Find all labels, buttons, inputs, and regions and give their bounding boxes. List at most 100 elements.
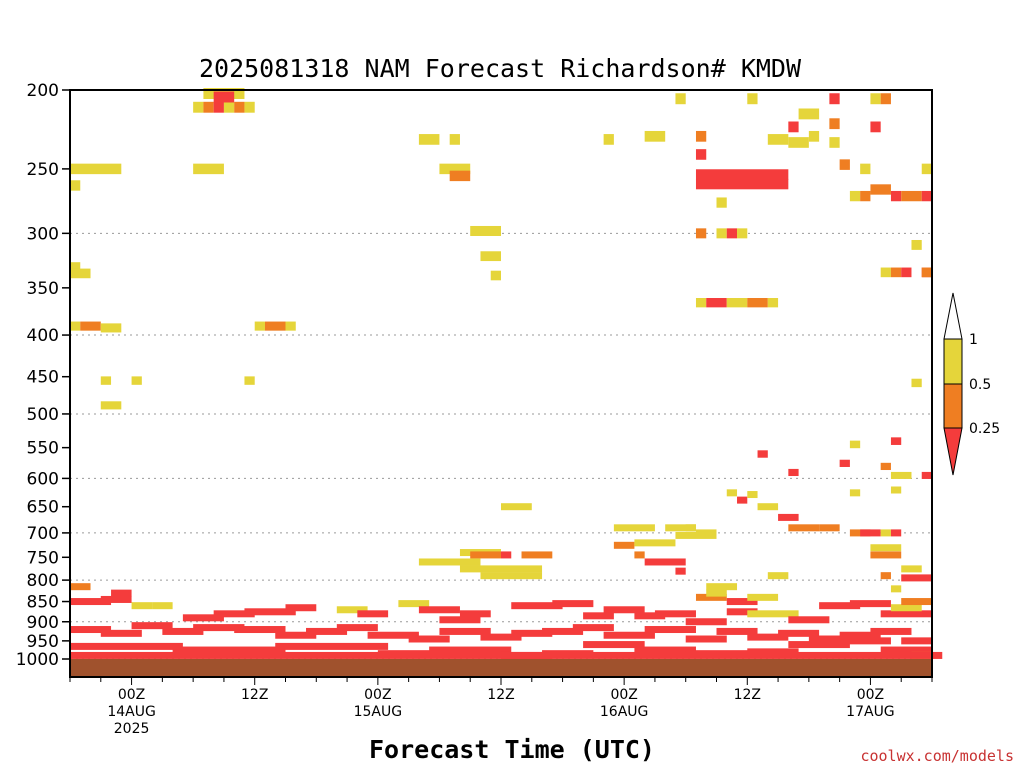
x-tick-label-54-1: 16AUG [600, 704, 649, 720]
ri-cell-100 [880, 572, 891, 580]
ri-cell-57 [480, 251, 501, 262]
richardson-cells [70, 88, 943, 659]
x-tick-label-30-0: 00Z [364, 687, 391, 703]
y-tick-label-750: 750 [27, 548, 59, 568]
ri-cell-143 [552, 600, 594, 608]
ri-cell-178 [778, 629, 820, 637]
ri-cell-15 [603, 134, 614, 145]
ri-cell-18 [695, 130, 707, 142]
ri-cell-163 [275, 631, 317, 639]
ri-cell-99 [901, 574, 932, 582]
ri-cell-174 [644, 626, 696, 634]
ri-cell-84 [849, 489, 861, 497]
ri-cell-75 [890, 437, 902, 445]
ri-cell-194 [788, 641, 850, 649]
ri-cell-34 [860, 163, 871, 175]
ri-cell-152 [819, 602, 861, 610]
chart-title: 2025081318 NAM Forecast Richardson# KMDW [199, 54, 802, 83]
ri-cell-69 [890, 267, 902, 278]
ri-cell-149 [726, 608, 758, 616]
ri-cell-193 [747, 648, 799, 656]
ri-cell-19 [695, 149, 707, 160]
ri-cell-130 [131, 602, 153, 610]
ri-cell-1 [203, 101, 214, 113]
ri-cell-162 [234, 626, 286, 634]
ri-cell-83 [890, 486, 902, 494]
legend-swatch-025-05 [943, 383, 963, 429]
y-axis: 200 250 300 350 400 450 500 550 600 650 700 750 8008… [16, 81, 70, 670]
ri-cell-102 [613, 524, 655, 532]
ri-cell-40 [890, 190, 902, 202]
ri-cell-67 [767, 298, 779, 308]
ri-cell-52 [100, 376, 112, 385]
y-tick-label-400: 400 [27, 326, 59, 346]
x-tick-label-78-1: 17AUG [846, 704, 895, 720]
ri-cell-2 [213, 101, 224, 113]
x-tick-label-6-1: 14AUG [107, 704, 156, 720]
ri-cell-22 [716, 197, 727, 208]
ri-cell-56 [470, 225, 501, 236]
ri-cell-127 [70, 598, 112, 606]
ri-cell-50 [264, 321, 286, 331]
y-tick-label-800: 800 [27, 571, 59, 591]
ri-cell-145 [603, 606, 645, 614]
ri-cell-148 [685, 618, 727, 626]
ri-cell-36 [870, 93, 881, 105]
legend-label-2: 0.25 [969, 421, 1000, 437]
ri-cell-170 [511, 629, 553, 637]
ri-cell-128 [100, 595, 132, 603]
ri-cell-68 [880, 267, 891, 278]
ri-cell-124 [726, 598, 758, 606]
ri-cell-31 [829, 137, 840, 148]
ri-cell-49 [254, 321, 265, 331]
ri-cell-135 [285, 604, 317, 612]
ri-cell-8 [70, 163, 122, 175]
y-tick-label-850: 850 [27, 593, 59, 613]
ri-cell-198 [70, 651, 943, 659]
ri-cell-159 [131, 622, 173, 630]
ri-cell-165 [336, 624, 378, 632]
y-tick-label-900: 900 [27, 613, 59, 633]
ri-cell-180 [839, 631, 881, 639]
ri-cell-196 [880, 646, 932, 654]
ri-cell-47 [80, 321, 101, 331]
ri-cell-23 [747, 93, 758, 105]
ri-cell-187 [429, 646, 512, 654]
ri-cell-115 [501, 551, 512, 559]
ri-cell-179 [808, 635, 850, 643]
x-tick-label-42-0: 12Z [487, 687, 514, 703]
ri-cell-98 [901, 565, 922, 573]
y-tick-label-500: 500 [27, 405, 59, 425]
ri-cell-168 [439, 627, 491, 635]
ri-cell-146 [634, 612, 666, 620]
ri-cell-96 [870, 544, 902, 552]
ri-cell-97 [870, 551, 902, 559]
ri-cell-173 [603, 631, 655, 639]
legend-swatch-05-1 [943, 338, 963, 385]
ri-cell-87 [747, 491, 758, 499]
ri-cell-85 [726, 489, 738, 497]
ri-cell-101 [890, 585, 902, 593]
y-tick-label-300: 300 [27, 224, 59, 244]
y-tick-label-600: 600 [27, 469, 59, 489]
ri-cell-118 [459, 565, 543, 573]
ri-cell-195 [839, 637, 891, 645]
ri-cell-41 [901, 190, 922, 202]
ri-cell-7 [213, 91, 235, 103]
y-tick-label-550: 550 [27, 439, 59, 459]
ri-cell-79 [757, 450, 768, 458]
y-tick-label-650: 650 [27, 498, 59, 518]
ri-cell-65 [726, 298, 748, 308]
ri-cell-78 [921, 471, 932, 479]
ri-cell-27 [798, 108, 820, 120]
ri-cell-157 [70, 626, 112, 634]
ri-cell-172 [572, 624, 614, 632]
ri-cell-125 [747, 593, 779, 601]
ri-cell-86 [737, 496, 748, 504]
ri-cell-26 [788, 137, 809, 148]
ri-cell-122 [695, 593, 727, 601]
ri-cell-61 [726, 228, 738, 239]
ri-cell-184 [172, 646, 286, 654]
x-tick-label-66-0: 12Z [734, 687, 761, 703]
